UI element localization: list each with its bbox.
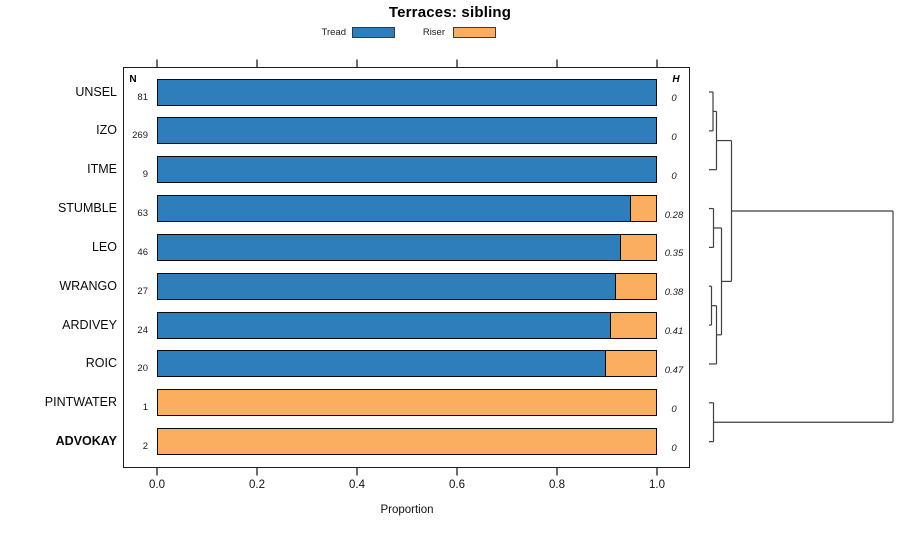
row-label-itme: ITME bbox=[87, 162, 117, 177]
n-value: 1 bbox=[142, 402, 148, 414]
h-value: 0 bbox=[671, 403, 677, 415]
row-label-ardivey: ARDIVEY bbox=[62, 317, 117, 332]
n-value: 20 bbox=[137, 363, 148, 375]
h-value: 0.28 bbox=[664, 209, 684, 221]
row-label-roic: ROIC bbox=[85, 356, 117, 371]
h-value: 0.41 bbox=[664, 326, 684, 338]
stacked-bar-ardivey bbox=[157, 311, 657, 339]
n-value: 63 bbox=[137, 208, 148, 220]
n-value: 269 bbox=[132, 130, 148, 142]
riser-segment bbox=[611, 312, 656, 338]
row-label-stumble: STUMBLE bbox=[57, 201, 117, 216]
n-value: 24 bbox=[137, 324, 148, 336]
stacked-bar-unsel bbox=[157, 78, 657, 106]
h-value: 0.47 bbox=[664, 364, 684, 376]
stacked-bar-wrango bbox=[157, 272, 657, 300]
plot-area bbox=[123, 67, 690, 468]
x-tick-label: 1.0 bbox=[649, 479, 665, 491]
stacked-bar-itme bbox=[157, 156, 657, 184]
tread-segment bbox=[158, 312, 612, 338]
h-value: 0.38 bbox=[664, 287, 684, 299]
legend-label-tread: Tread bbox=[321, 27, 346, 38]
n-value: 27 bbox=[137, 285, 148, 297]
stacked-bar-leo bbox=[157, 233, 657, 261]
x-tick-label: 0.2 bbox=[249, 479, 265, 491]
stacked-bar-izo bbox=[157, 117, 657, 145]
riser-segment bbox=[621, 234, 656, 260]
n-value: 2 bbox=[142, 441, 148, 453]
riser-segment bbox=[631, 196, 656, 222]
tread-segment bbox=[158, 351, 607, 377]
x-tick-label: 0.4 bbox=[349, 479, 365, 491]
row-label-advokay: ADVOKAY bbox=[55, 434, 117, 449]
x-axis-title: Proportion bbox=[380, 504, 434, 516]
tread-segment bbox=[158, 234, 622, 260]
row-label-leo: LEO bbox=[91, 239, 117, 254]
legend-label-riser: Riser bbox=[422, 27, 445, 38]
x-tick-label: 0.8 bbox=[549, 479, 565, 491]
row-label-wrango: WRANGO bbox=[59, 278, 117, 293]
h-value: 0 bbox=[671, 442, 677, 454]
x-tick-label: 0.0 bbox=[149, 479, 165, 491]
riser-segment bbox=[158, 390, 656, 416]
row-label-pintwater: PINTWATER bbox=[44, 395, 117, 410]
row-label-unsel: UNSEL bbox=[75, 84, 117, 99]
tread-segment bbox=[158, 273, 617, 299]
n-value: 46 bbox=[137, 246, 148, 258]
n-value: 9 bbox=[142, 169, 148, 181]
x-tick-label: 0.6 bbox=[449, 479, 465, 491]
riser-segment bbox=[616, 273, 656, 299]
stacked-bar-advokay bbox=[157, 428, 657, 456]
stacked-bar-pintwater bbox=[157, 389, 657, 417]
stacked-bar-stumble bbox=[157, 195, 657, 223]
n-column-header: N bbox=[129, 74, 137, 85]
tread-segment bbox=[158, 196, 632, 222]
riser-segment bbox=[158, 429, 656, 455]
h-value: 0 bbox=[671, 170, 677, 182]
h-value: 0 bbox=[671, 93, 677, 104]
stacked-bar-roic bbox=[157, 350, 657, 378]
tread-segment bbox=[158, 79, 656, 105]
chart-title: Terraces: sibling bbox=[388, 4, 512, 21]
h-column-header: H bbox=[672, 74, 680, 85]
tread-segment bbox=[158, 118, 656, 144]
h-value: 0.35 bbox=[664, 248, 684, 260]
h-value: 0 bbox=[671, 131, 677, 143]
row-label-izo: IZO bbox=[96, 123, 117, 138]
n-value: 81 bbox=[137, 91, 148, 103]
legend-swatch-tread bbox=[352, 27, 395, 38]
legend-swatch-riser bbox=[453, 27, 496, 38]
tread-segment bbox=[158, 157, 656, 183]
riser-segment bbox=[606, 351, 656, 377]
